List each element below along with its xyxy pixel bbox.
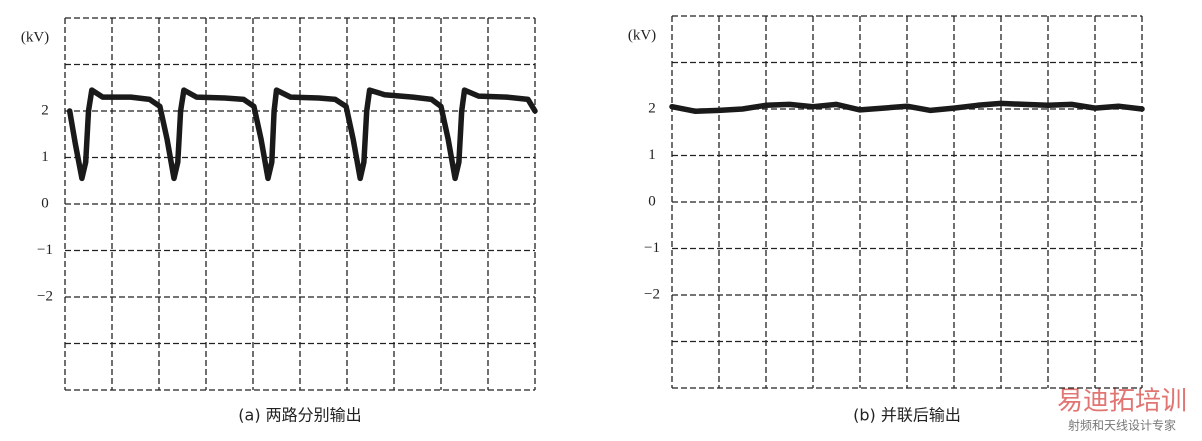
y-tick-label: −2 xyxy=(37,288,53,304)
y-tick-label: 0 xyxy=(41,195,49,211)
caption: (a) 两路分别输出 xyxy=(238,406,361,425)
y-tick-label: 1 xyxy=(648,147,656,163)
caption: (b) 并联后输出 xyxy=(853,406,961,425)
y-tick-label: 2 xyxy=(648,100,656,116)
y-tick-label: 1 xyxy=(41,149,49,165)
y-axis-label: (kV) xyxy=(21,29,49,45)
watermark-title: 易迪拓培训 xyxy=(1057,387,1187,417)
waveform xyxy=(66,87,538,182)
y-tick-label: 2 xyxy=(41,102,49,118)
y-tick-label: −1 xyxy=(644,240,660,256)
y-axis-label: (kV) xyxy=(628,27,656,43)
y-tick-label: −1 xyxy=(37,242,53,258)
y-tick-label: 0 xyxy=(648,193,656,209)
waveform xyxy=(669,100,1145,115)
watermark-subtitle: 射频和天线设计专家 xyxy=(1068,418,1176,433)
y-tick-label: −2 xyxy=(644,286,660,302)
